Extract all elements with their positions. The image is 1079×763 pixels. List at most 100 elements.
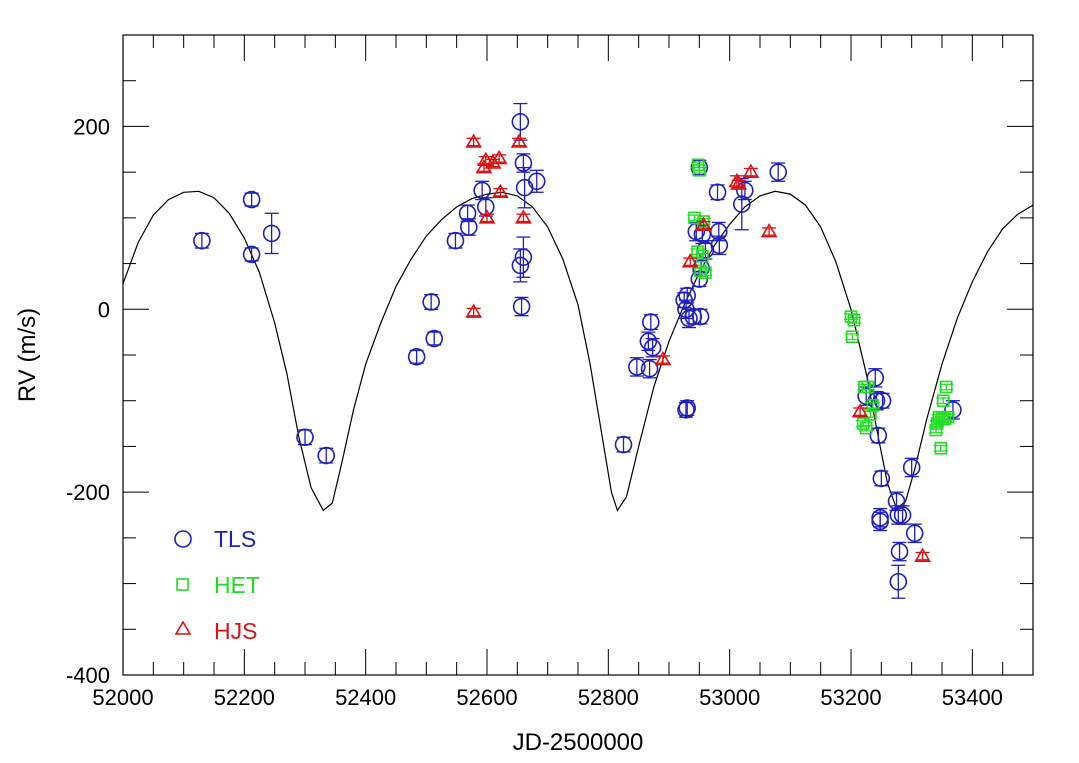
data-point-tls [640,358,659,379]
marker-square [699,266,712,280]
x-tick-label: 52800 [578,685,639,710]
data-point-tls [893,505,912,525]
data-point-tls [678,286,697,305]
legend-item-hjs: HJS [174,618,257,644]
marker-circle [893,506,912,524]
data-point-hjs [695,216,712,231]
data-point-hjs [730,175,748,190]
data-point-het [938,412,953,426]
marker-square [847,313,861,327]
data-point-hjs [490,149,508,165]
data-point-tls [691,307,710,326]
marker-triangle [742,163,760,178]
data-point-het [941,410,956,424]
marker-circle [643,338,662,357]
marker-circle [857,387,875,405]
data-point-tls [902,457,921,478]
data-point-tls [527,169,546,193]
marker-square [844,310,858,323]
data-point-hjs [742,163,760,178]
data-point-het [860,380,875,394]
data-point-hjs [515,209,532,224]
data-point-tls [869,426,888,445]
marker-triangle [465,133,483,148]
marker-circle [242,245,261,264]
x-axis-label: JD-2500000 [513,729,644,756]
data-point-tls [628,357,646,377]
y-axis-label: RV (m/s) [14,308,41,402]
data-point-het [865,398,880,412]
data-point-tls [514,236,533,278]
data-point-tls [317,446,336,465]
marker-triangle [465,303,483,318]
data-point-tls [872,469,891,488]
marker-circle [511,256,530,275]
data-point-het [859,421,874,435]
data-point-tls [905,523,924,544]
data-point-tls [514,153,533,173]
y-tick-label: -200 [66,480,110,505]
marker-square [856,417,870,430]
x-tick-label: 53000 [699,685,760,710]
marker-circle [614,435,633,454]
marker-circle [193,231,211,250]
marker-triangle [760,222,778,238]
legend: TLS HET HJS [174,526,260,644]
marker-circle [473,181,491,200]
data-point-het [936,394,951,408]
data-point-tls [736,180,754,201]
data-point-tls [890,541,909,562]
marker-circle [242,190,261,209]
marker-square [934,441,948,455]
data-point-tls [511,102,530,141]
data-point-tls [296,428,314,447]
data-point-tls [614,435,633,454]
data-point-hjs [465,133,483,148]
x-tick-label: 52000 [92,685,153,710]
data-point-het [847,313,862,327]
marker-square [861,380,875,394]
marker-circle [708,183,727,202]
data-point-hjs [491,183,509,199]
data-point-tls [710,235,729,256]
data-point-hjs [914,547,931,562]
marker-triangle [914,547,931,562]
data-point-tls [515,166,534,209]
legend-item-het: HET [176,572,260,598]
data-point-tls [193,231,211,250]
data-point-het [698,266,713,280]
marker-triangle [695,216,712,231]
marker-circle [262,224,281,243]
marker-circle [678,399,697,417]
marker-circle [628,358,646,376]
data-points-layer [193,102,962,599]
data-point-het [845,330,860,344]
marker-circle [869,426,888,445]
data-point-tls [866,368,885,388]
data-point-tls [407,348,426,366]
data-point-tls [678,399,697,417]
marker-circle [407,348,426,366]
marker-circle [872,469,891,488]
marker-triangle [510,133,528,148]
marker-circle [512,297,531,316]
marker-square [688,211,701,225]
data-point-hjs [851,403,869,418]
data-point-tls [242,245,261,264]
marker-circle [458,204,477,223]
data-point-het [933,441,948,455]
data-point-hjs [478,209,496,224]
data-point-tls [422,293,440,311]
data-point-het [695,249,710,263]
legend-label-hjs: HJS [214,618,257,644]
marker-circle [769,163,788,181]
marker-circle [873,391,892,410]
marker-circle [446,231,465,250]
marker-circle [691,307,710,326]
marker-circle [640,359,659,378]
marker-circle [514,248,533,266]
data-point-tls [425,329,444,348]
marker-circle [678,286,697,305]
marker-circle [425,329,444,348]
